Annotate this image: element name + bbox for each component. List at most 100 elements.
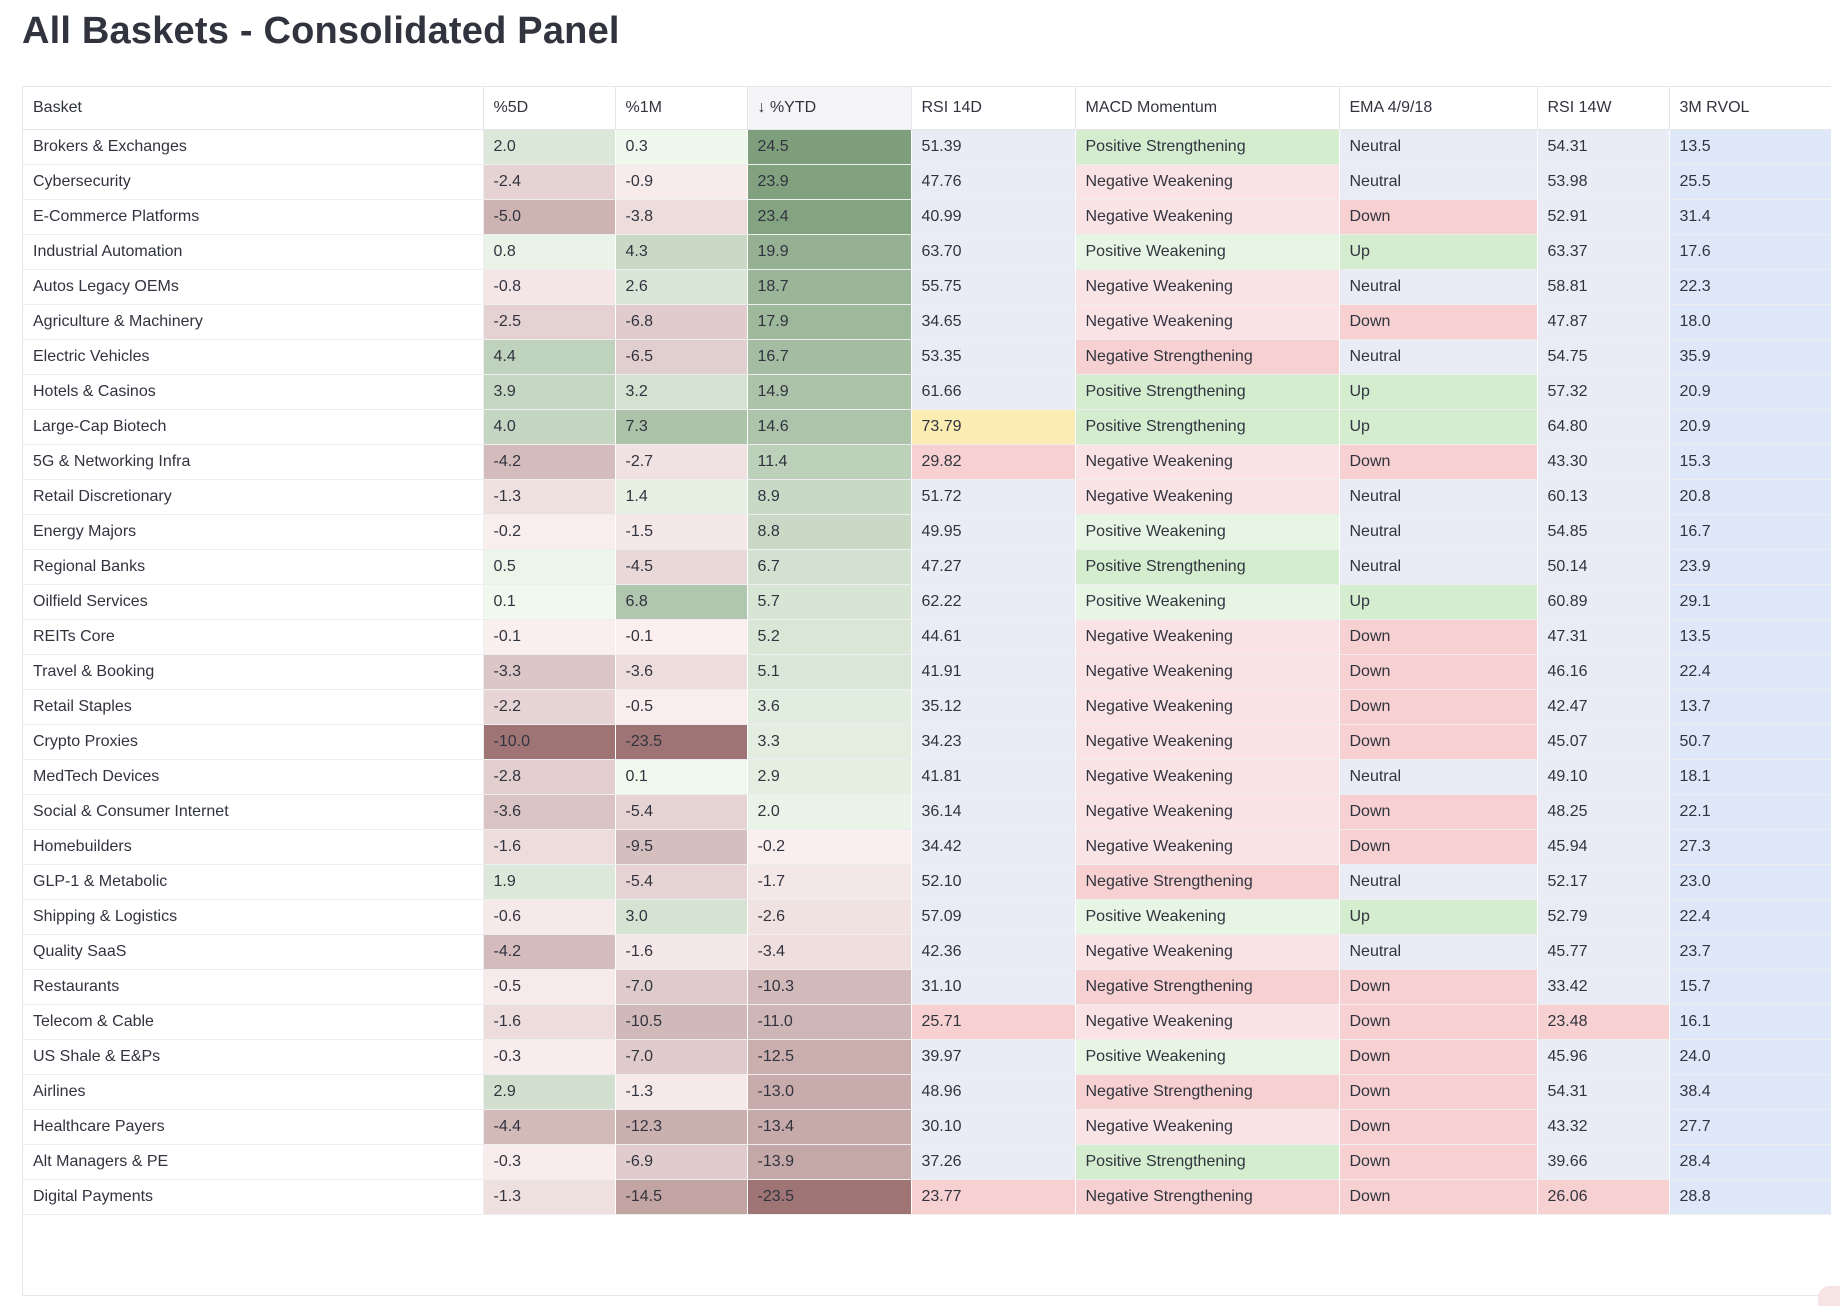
cell-1m: -14.5 bbox=[615, 1179, 748, 1215]
table-row[interactable]: REITs Core -0.1 -0.1 5.2 44.61 Negative Weake… bbox=[23, 619, 1831, 655]
cell-basket: Energy Majors bbox=[23, 514, 484, 550]
cell-3m-rvol: 15.3 bbox=[1669, 444, 1831, 480]
cell-ytd: 5.1 bbox=[747, 654, 912, 690]
cell-1m: -5.4 bbox=[615, 794, 748, 830]
table-row[interactable]: GLP-1 & Metabolic 1.9 -5.4 -1.7 52.10 Negativ… bbox=[23, 864, 1831, 900]
cell-ytd: -13.0 bbox=[747, 1074, 912, 1110]
table-row[interactable]: Social & Consumer Internet -3.6 -5.4 2.0 36.… bbox=[23, 794, 1831, 830]
cell-ytd: 11.4 bbox=[747, 444, 912, 480]
column-header-rsi-14w[interactable]: RSI 14W bbox=[1537, 87, 1670, 130]
cell-1m: -7.0 bbox=[615, 969, 748, 1005]
cell-3m-rvol: 23.0 bbox=[1669, 864, 1831, 900]
cell-rsi-14w: 45.77 bbox=[1537, 934, 1670, 970]
table-row[interactable]: Quality SaaS -4.2 -1.6 -3.4 42.36 Negative We… bbox=[23, 934, 1831, 970]
cell-3m-rvol: 29.1 bbox=[1669, 584, 1831, 620]
table-row[interactable]: Autos Legacy OEMs -0.8 2.6 18.7 55.75 Negativ… bbox=[23, 269, 1831, 305]
cell-macd-momentum: Negative Strengthening bbox=[1075, 1179, 1340, 1215]
cell-ema: Up bbox=[1339, 409, 1538, 445]
cell-ytd: 18.7 bbox=[747, 269, 912, 305]
cell-rsi-14d: 47.76 bbox=[911, 164, 1076, 200]
table-row[interactable]: Agriculture & Machinery -2.5 -6.8 17.9 34.65… bbox=[23, 304, 1831, 340]
column-header-3m-rvol[interactable]: 3M RVOL bbox=[1669, 87, 1831, 130]
cell-5d: -0.8 bbox=[483, 269, 616, 305]
column-header-ytd[interactable]: ↓ %YTD bbox=[747, 87, 912, 130]
cell-1m: -6.5 bbox=[615, 339, 748, 375]
cell-basket: Electric Vehicles bbox=[23, 339, 484, 375]
table-row[interactable]: Restaurants -0.5 -7.0 -10.3 31.10 Negative St… bbox=[23, 969, 1831, 1005]
cell-rsi-14w: 63.37 bbox=[1537, 234, 1670, 270]
cell-rsi-14w: 45.94 bbox=[1537, 829, 1670, 865]
table-row[interactable]: US Shale & E&Ps -0.3 -7.0 -12.5 39.97 Positiv… bbox=[23, 1039, 1831, 1075]
cell-rsi-14w: 64.80 bbox=[1537, 409, 1670, 445]
table-row[interactable]: MedTech Devices -2.8 0.1 2.9 41.81 Negative W… bbox=[23, 759, 1831, 795]
cell-macd-momentum: Negative Strengthening bbox=[1075, 864, 1340, 900]
table-row[interactable]: Retail Staples -2.2 -0.5 3.6 35.12 Negative W… bbox=[23, 689, 1831, 725]
cell-5d: -0.3 bbox=[483, 1039, 616, 1075]
table-row[interactable]: Telecom & Cable -1.6 -10.5 -11.0 25.71 Negati… bbox=[23, 1004, 1831, 1040]
table-row[interactable]: Cybersecurity -2.4 -0.9 23.9 47.76 Negative W… bbox=[23, 164, 1831, 200]
cell-basket: Travel & Booking bbox=[23, 654, 484, 690]
table-row[interactable]: Shipping & Logistics -0.6 3.0 -2.6 57.09 Posi… bbox=[23, 899, 1831, 935]
table-row[interactable]: Crypto Proxies -10.0 -23.5 3.3 34.23 Negative… bbox=[23, 724, 1831, 760]
cell-ema: Down bbox=[1339, 1144, 1538, 1180]
cell-macd-momentum: Positive Weakening bbox=[1075, 1039, 1340, 1075]
cell-rsi-14w: 42.47 bbox=[1537, 689, 1670, 725]
cell-3m-rvol: 23.7 bbox=[1669, 934, 1831, 970]
table-row[interactable]: Homebuilders -1.6 -9.5 -0.2 34.42 Negative We… bbox=[23, 829, 1831, 865]
table-row[interactable]: Regional Banks 0.5 -4.5 6.7 47.27 Positive St… bbox=[23, 549, 1831, 585]
data-grid[interactable]: Basket %5D %1M ↓ %YTD RSI 14D MACD Momen… bbox=[22, 86, 1831, 1296]
table-row[interactable]: Alt Managers & PE -0.3 -6.9 -13.9 37.26 Posit… bbox=[23, 1144, 1831, 1180]
table-row[interactable]: Oilfield Services 0.1 6.8 5.7 62.22 Positive … bbox=[23, 584, 1831, 620]
cell-rsi-14w: 58.81 bbox=[1537, 269, 1670, 305]
table-row[interactable]: Large-Cap Biotech 4.0 7.3 14.6 73.79 Positive… bbox=[23, 409, 1831, 445]
table-row[interactable]: Travel & Booking -3.3 -3.6 5.1 41.91 Negative… bbox=[23, 654, 1831, 690]
cell-3m-rvol: 17.6 bbox=[1669, 234, 1831, 270]
column-header-1m[interactable]: %1M bbox=[615, 87, 748, 130]
table-row[interactable]: Electric Vehicles 4.4 -6.5 16.7 53.35 Negativ… bbox=[23, 339, 1831, 375]
cell-rsi-14d: 53.35 bbox=[911, 339, 1076, 375]
cell-rsi-14w: 60.13 bbox=[1537, 479, 1670, 515]
cell-3m-rvol: 20.9 bbox=[1669, 374, 1831, 410]
column-header-ema[interactable]: EMA 4/9/18 bbox=[1339, 87, 1538, 130]
table-row[interactable]: 5G & Networking Infra -4.2 -2.7 11.4 29.82 Ne… bbox=[23, 444, 1831, 480]
cell-basket: Brokers & Exchanges bbox=[23, 129, 484, 165]
cell-5d: -4.2 bbox=[483, 934, 616, 970]
cell-5d: 0.8 bbox=[483, 234, 616, 270]
cell-3m-rvol: 13.7 bbox=[1669, 689, 1831, 725]
cell-rsi-14d: 63.70 bbox=[911, 234, 1076, 270]
column-header-5d[interactable]: %5D bbox=[483, 87, 616, 130]
cell-5d: 4.0 bbox=[483, 409, 616, 445]
cell-1m: 6.8 bbox=[615, 584, 748, 620]
table-row[interactable]: Industrial Automation 0.8 4.3 19.9 63.70 Posi… bbox=[23, 234, 1831, 270]
cell-3m-rvol: 20.9 bbox=[1669, 409, 1831, 445]
cell-basket: Telecom & Cable bbox=[23, 1004, 484, 1040]
cell-rsi-14w: 52.17 bbox=[1537, 864, 1670, 900]
cell-ema: Down bbox=[1339, 304, 1538, 340]
cell-ema: Down bbox=[1339, 689, 1538, 725]
cell-rsi-14d: 73.79 bbox=[911, 409, 1076, 445]
cell-3m-rvol: 20.8 bbox=[1669, 479, 1831, 515]
column-header-rsi-14d[interactable]: RSI 14D bbox=[911, 87, 1076, 130]
column-header-basket[interactable]: Basket bbox=[23, 87, 484, 130]
table-row[interactable]: Healthcare Payers -4.4 -12.3 -13.4 30.10 Nega… bbox=[23, 1109, 1831, 1145]
cell-3m-rvol: 22.4 bbox=[1669, 899, 1831, 935]
cell-basket: REITs Core bbox=[23, 619, 484, 655]
table-row[interactable]: Brokers & Exchanges 2.0 0.3 24.5 51.39 Positi… bbox=[23, 129, 1831, 165]
cell-ytd: 23.9 bbox=[747, 164, 912, 200]
table-row[interactable]: Hotels & Casinos 3.9 3.2 14.9 61.66 Positive … bbox=[23, 374, 1831, 410]
cell-ytd: -12.5 bbox=[747, 1039, 912, 1075]
table-row[interactable]: Airlines 2.9 -1.3 -13.0 48.96 Negative Streng… bbox=[23, 1074, 1831, 1110]
cell-3m-rvol: 27.3 bbox=[1669, 829, 1831, 865]
cell-ytd: 8.9 bbox=[747, 479, 912, 515]
cell-5d: -1.3 bbox=[483, 1179, 616, 1215]
cell-ema: Neutral bbox=[1339, 339, 1538, 375]
table-row[interactable]: E-Commerce Platforms -5.0 -3.8 23.4 40.99 Neg… bbox=[23, 199, 1831, 235]
table-row[interactable]: Energy Majors -0.2 -1.5 8.8 49.95 Positive We… bbox=[23, 514, 1831, 550]
table-row[interactable]: Digital Payments -1.3 -14.5 -23.5 23.77 Negat… bbox=[23, 1179, 1831, 1215]
cell-ema: Up bbox=[1339, 374, 1538, 410]
column-header-macd-momentum[interactable]: MACD Momentum bbox=[1075, 87, 1340, 130]
table-row[interactable]: Retail Discretionary -1.3 1.4 8.9 51.72 Negat… bbox=[23, 479, 1831, 515]
cell-5d: 1.9 bbox=[483, 864, 616, 900]
cell-1m: -0.5 bbox=[615, 689, 748, 725]
scroll-corner[interactable] bbox=[1818, 1286, 1840, 1306]
